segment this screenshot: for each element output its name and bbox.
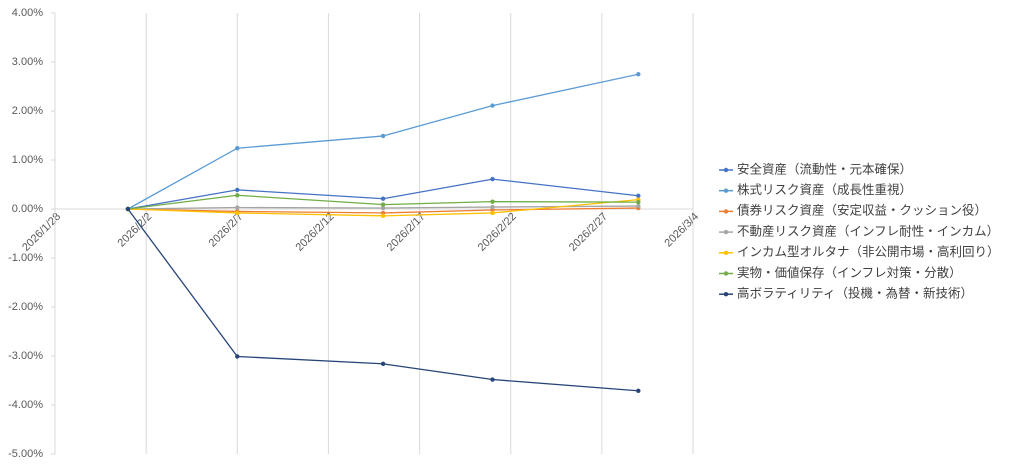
data-point [380, 205, 386, 211]
y-tick-label: 0.00% [12, 203, 43, 215]
x-tick-label: 2026/3/4 [662, 211, 701, 250]
x-tick-label: 2026/1/28 [20, 211, 63, 254]
series-line [127, 73, 639, 210]
data-point [490, 199, 495, 204]
data-point [490, 103, 495, 108]
legend-marker [723, 188, 729, 193]
legend-label: 債券リスク資産（安定収益・クッション役） [737, 203, 987, 218]
x-tick-label: 2026/2/12 [294, 211, 337, 254]
legend-marker [723, 292, 729, 297]
x-tick-label: 2026/2/17 [385, 211, 428, 254]
legend-label: 高ボラティリティ（投機・為替・新技術） [737, 285, 973, 300]
y-tick-label: -1.00% [8, 252, 43, 264]
legend-label: 不動産リスク資産（インフレ耐性・インカム） [737, 223, 999, 238]
y-tick-label: 4.00% [12, 7, 43, 19]
data-point [380, 202, 386, 207]
data-point [380, 196, 386, 201]
data-point [235, 354, 240, 359]
data-point [636, 203, 641, 209]
y-tick-label: -5.00% [8, 448, 43, 460]
data-point [380, 133, 386, 139]
data-point [235, 193, 240, 198]
data-point [490, 204, 495, 210]
data-point [380, 213, 386, 219]
x-tick-label: 2026/2/27 [567, 211, 610, 254]
data-point [380, 361, 386, 367]
legend-marker [723, 209, 729, 214]
data-point [235, 210, 240, 216]
legend-marker [723, 271, 729, 276]
y-tick-label: -3.00% [8, 350, 43, 362]
legend-label: 安全資産（流動性・元本確保） [737, 161, 912, 176]
data-point [490, 176, 495, 182]
y-tick-label: 2.00% [12, 105, 43, 117]
data-point [636, 388, 641, 393]
y-tick-label: -2.00% [8, 301, 43, 313]
data-point [636, 199, 641, 205]
legend-label: 実物・価値保存（インフレ対策・分散） [737, 265, 962, 280]
x-tick-label: 2026/2/22 [476, 211, 519, 254]
legend: 安全資産（流動性・元本確保） 株式リスク資産（成長性重視） 債券リスク資産（安定収益… [719, 161, 1000, 300]
data-point [235, 187, 240, 193]
legend-marker [723, 167, 729, 173]
data-point [636, 72, 641, 77]
data-point [490, 210, 495, 216]
data-point [125, 206, 131, 212]
y-tick-label: 1.00% [12, 154, 43, 166]
legend-label: 株式リスク資産（成長性重視） [737, 182, 912, 197]
data-point [235, 146, 240, 151]
y-tick-label: 3.00% [12, 56, 43, 68]
x-tick-label: 2026/2/7 [207, 211, 246, 250]
legend-marker [723, 250, 729, 255]
legend-label: インカム型オルタナ（非公開市場・高利回り） [737, 244, 1000, 259]
data-point [636, 193, 641, 198]
data-point [490, 377, 495, 382]
x-tick-label: 2026/2/2 [116, 211, 155, 250]
y-tick-label: -4.00% [8, 399, 43, 411]
data-point [235, 205, 240, 210]
legend-marker [723, 229, 729, 235]
